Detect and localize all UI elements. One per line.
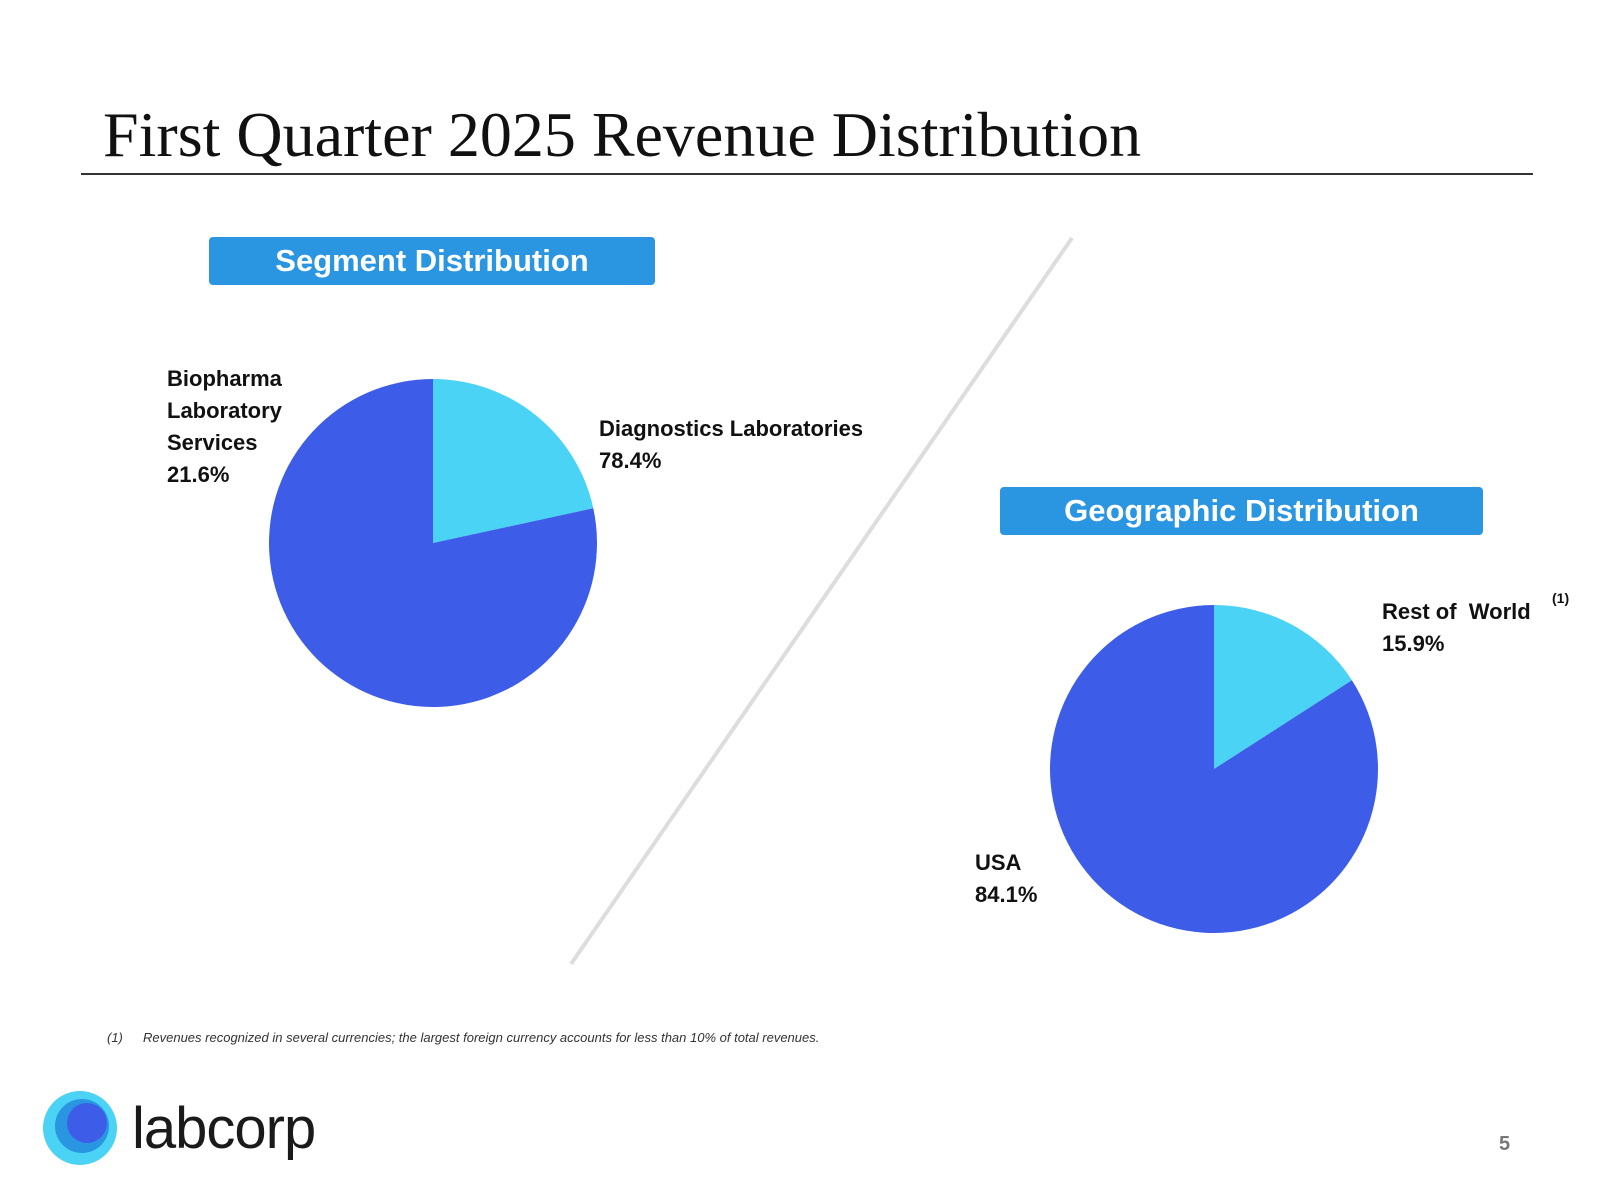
biopharma-label-line-2: Laboratory bbox=[167, 398, 282, 423]
footnote-text: Revenues recognized in several currencie… bbox=[143, 1030, 820, 1045]
biopharma-slice-label: Biopharma Laboratory Services 21.6% bbox=[167, 363, 282, 491]
geographic-slice-usa bbox=[1050, 605, 1378, 933]
biopharma-label-line-3: Services bbox=[167, 430, 258, 455]
logo-wordmark: labcorp bbox=[132, 1095, 316, 1161]
usa-value-label: 84.1% bbox=[975, 882, 1038, 907]
segment-distribution-banner: Segment Distribution bbox=[209, 237, 655, 285]
rest-of-world-slice-label: Rest of World 15.9% bbox=[1382, 596, 1531, 660]
diagnostics-label-line-1: Diagnostics Laboratories bbox=[599, 416, 864, 441]
labcorp-circle-logo-icon bbox=[43, 1091, 117, 1165]
diagnostics-slice-label: Diagnostics Laboratories 78.4% bbox=[599, 413, 863, 477]
slide-title: First Quarter 2025 Revenue Distribution bbox=[103, 99, 1142, 170]
geographic-distribution-banner: Geographic Distribution bbox=[1000, 487, 1483, 535]
diagnostics-value-label: 78.4% bbox=[599, 448, 662, 473]
rest-of-world-label-line-1: Rest of World bbox=[1382, 599, 1531, 624]
rest-of-world-value-label: 15.9% bbox=[1382, 631, 1445, 656]
footnote: (1) Revenues recognized in several curren… bbox=[107, 1030, 819, 1045]
title-underline bbox=[81, 173, 1533, 175]
segment-pie-chart bbox=[269, 379, 597, 707]
geographic-slice-rest-of-world bbox=[1214, 605, 1352, 769]
biopharma-label-line-1: Biopharma bbox=[167, 366, 282, 391]
segment-slice-biopharma-laboratory-services bbox=[433, 379, 594, 543]
labcorp-logo: labcorp bbox=[42, 1090, 316, 1166]
usa-slice-label: USA 84.1% bbox=[975, 847, 1037, 911]
footnote-number: (1) bbox=[107, 1030, 123, 1045]
footnote-reference-marker: (1) bbox=[1552, 590, 1570, 606]
page-number: 5 bbox=[1499, 1133, 1511, 1155]
segment-slice-diagnostics-laboratories bbox=[269, 379, 597, 707]
geographic-pie-chart bbox=[1050, 605, 1378, 933]
usa-label-line-1: USA bbox=[975, 850, 1022, 875]
biopharma-value-label: 21.6% bbox=[167, 462, 230, 487]
